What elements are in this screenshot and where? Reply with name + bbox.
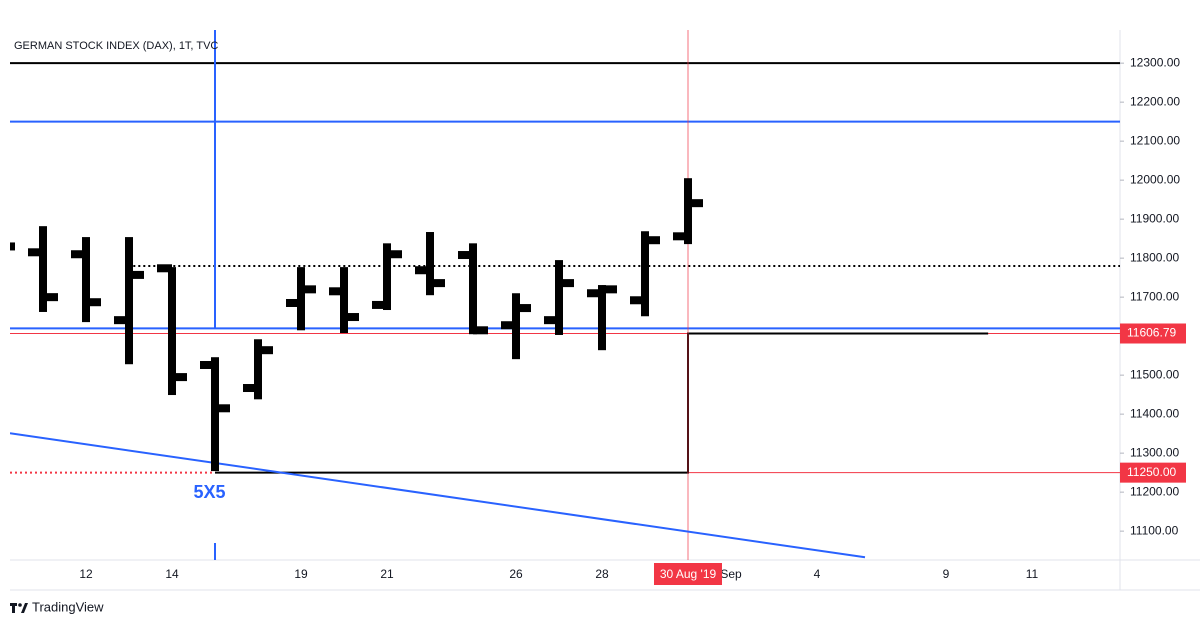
bar-open [200,361,215,370]
bar-close [473,326,488,335]
y-tick-label: 12000.00 [1130,172,1180,186]
logo-mark [12,603,15,613]
bar-close [43,293,58,302]
y-tick-label: 11100.00 [1130,523,1179,537]
x-tick-label: 14 [165,567,179,581]
bar-close [516,304,531,313]
bar-open [673,232,688,241]
y-tick-label: 11200.00 [1130,484,1179,498]
annotation: 5X5 [194,482,226,502]
bar-close [215,404,230,413]
y-tick-label: 11300.00 [1130,445,1179,459]
bar-close [10,242,15,251]
bar-range [383,243,391,311]
x-tick-label: 26 [509,567,523,581]
y-tick-label: 12200.00 [1130,94,1180,108]
crosshair-date-box [654,563,722,585]
bar-range [39,226,47,312]
price-label-box [1120,462,1186,483]
bar-open [286,298,301,307]
bar-open [243,384,258,393]
bar-range [254,339,262,400]
bar-close [344,313,359,322]
bar-close [430,279,445,288]
bar-open [329,287,344,296]
bar-range [598,285,606,351]
bar-close [86,298,101,307]
logo-mark [21,603,28,613]
y-tick-label: 11400.00 [1130,406,1179,420]
bar-range [426,232,434,296]
x-tick-label: 9 [943,567,950,581]
price-label-box [1120,323,1186,344]
x-tick-label: 28 [595,567,609,581]
price-label: 11250.00 [1127,465,1176,479]
x-tick-label: 11 [1026,567,1039,581]
bar-open [71,250,86,259]
axes: 11100.00 11200.00 11300.00 11400.00 11500.00… [79,55,1186,585]
y-tick-label: 11500.00 [1130,367,1179,381]
y-tick-label: 12300.00 [1130,55,1180,69]
bar-range [684,178,692,245]
bar-range [469,243,477,335]
bar-open [630,296,645,305]
bar-range [297,267,305,331]
logo: TradingView [10,599,104,614]
bar-range [641,231,649,317]
x-tick-label: 19 [294,567,308,581]
bar-close [258,346,273,355]
bar-close [129,270,144,279]
trendline [10,432,866,559]
crosshair-date-label: 30 Aug '19 [660,567,717,581]
bar-open [114,316,129,325]
logo-mark [18,603,22,607]
bar-open [28,248,43,257]
bar-range [168,267,176,396]
bar-close [602,285,617,294]
bar-close [688,199,703,208]
bar-close [387,250,402,259]
bar-range [211,357,219,472]
bar-open [415,266,430,275]
bar-close [301,285,316,294]
y-tick-label: 12100.00 [1130,133,1180,147]
bar-open [587,289,602,298]
x-tick-label: 4 [814,567,821,581]
y-tick-label: 11800.00 [1130,250,1179,264]
y-tick-label: 11700.00 [1130,289,1179,303]
bar-range [555,260,563,335]
bar-close [645,236,660,245]
bar-close [172,373,187,382]
bar-range [82,237,90,323]
bar-open [501,321,516,330]
brand: TradingView [32,599,104,614]
x-tick-label: 12 [79,567,93,581]
plot-area: 5X5 [10,30,1120,560]
y-tick-label: 11900.00 [1130,211,1179,225]
price-label: 11606.79 [1127,326,1176,340]
bar-close [559,279,574,288]
bar-open [372,300,387,309]
x-tick-label: Sep [720,567,742,581]
bar-open [458,251,473,260]
chart-title: GERMAN STOCK INDEX (DAX), 1T, TVC [14,40,218,52]
bar-range [125,237,133,365]
x-tick-label: 21 [380,567,394,581]
bar-open [157,264,172,273]
bar-range [340,267,348,334]
bar-open [544,316,559,325]
